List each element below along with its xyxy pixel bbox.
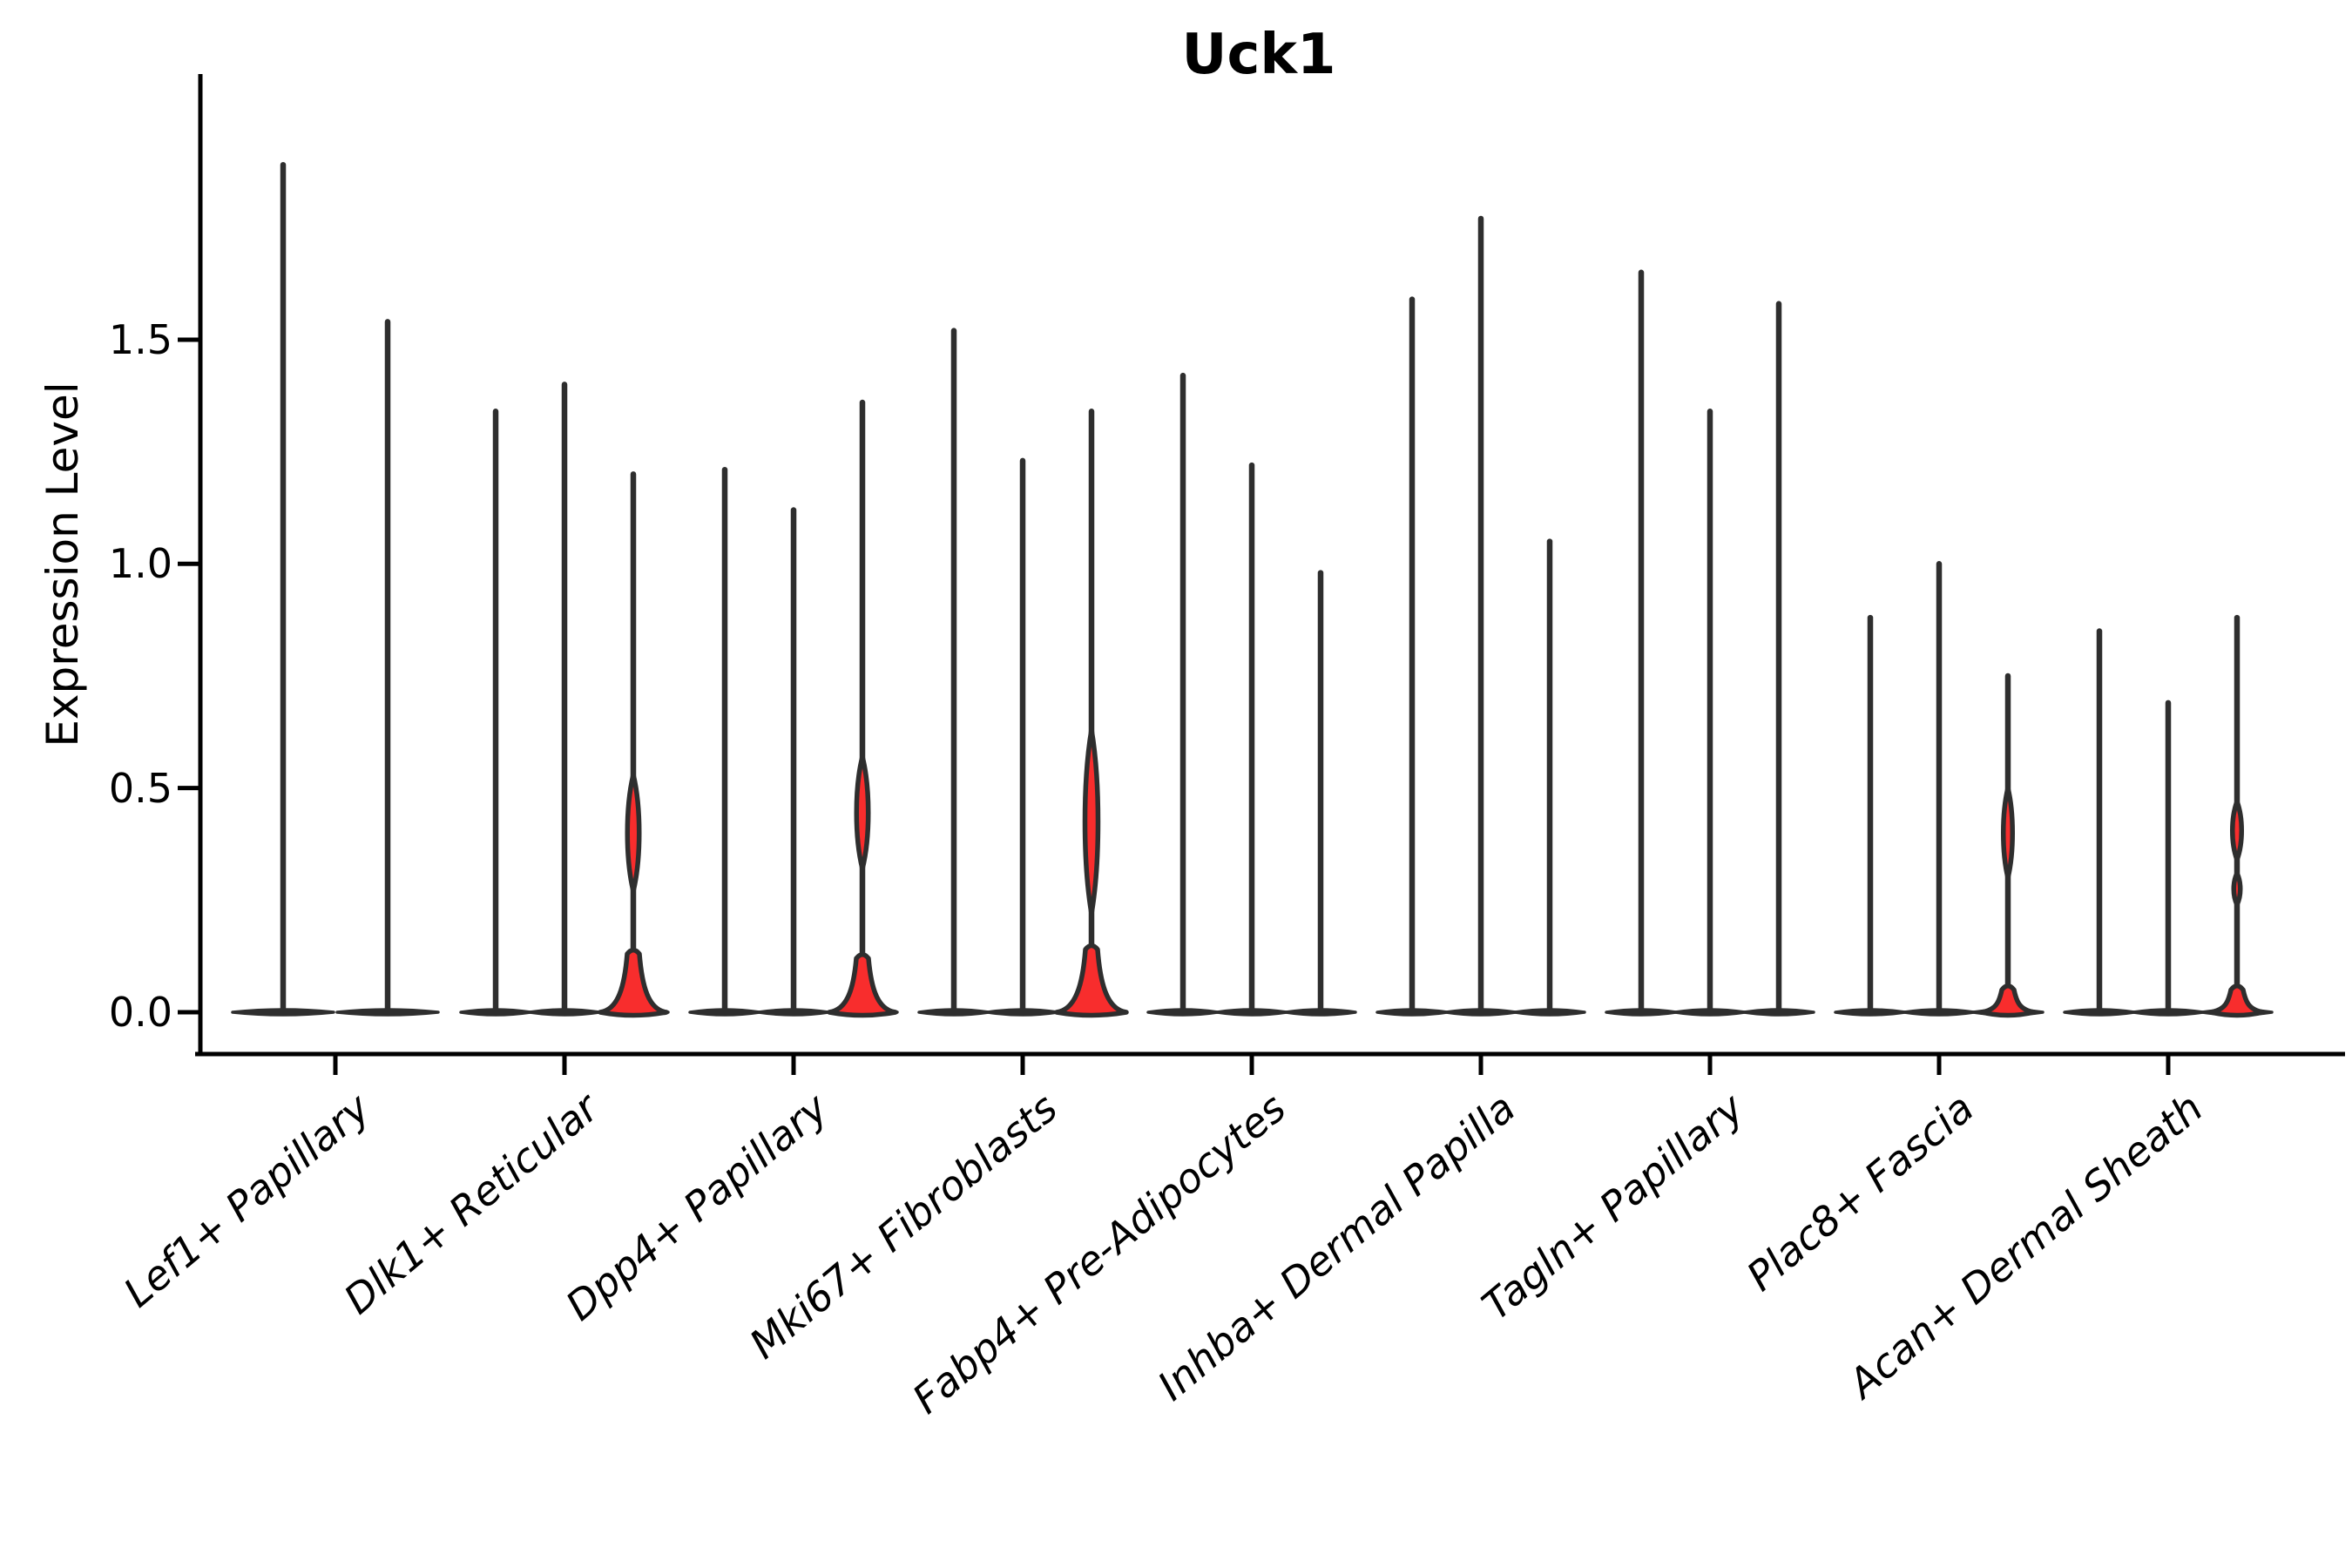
- violin-base: [1146, 1008, 1220, 1017]
- violin-body-bulge: [2231, 870, 2243, 908]
- violin-base: [1742, 1008, 1815, 1017]
- violin-base: [757, 1008, 830, 1017]
- y-tick-label: 1.5: [108, 315, 172, 363]
- violin-body-bell: [2208, 983, 2266, 1018]
- violin-base: [688, 1008, 761, 1017]
- violin-body-bulge: [2001, 785, 2015, 881]
- violin-body-bulge: [854, 754, 871, 872]
- violin-base: [2132, 1008, 2205, 1017]
- violin-base: [917, 1008, 990, 1017]
- violin-body-bell: [1979, 983, 2037, 1018]
- violin-body-bulge: [2230, 799, 2244, 862]
- violin-base: [459, 1008, 532, 1017]
- violin-base: [1903, 1008, 1976, 1017]
- violin-body-bulge: [1082, 727, 1101, 916]
- y-tick-label: 0.5: [108, 764, 172, 812]
- violin-base: [528, 1008, 601, 1017]
- violin-base: [1513, 1008, 1586, 1017]
- violin-base: [1444, 1008, 1517, 1017]
- violin-body-bell: [598, 947, 669, 1018]
- violin-body-bell: [827, 952, 898, 1018]
- violin-body-bulge: [625, 772, 642, 894]
- violin-base: [1375, 1008, 1449, 1017]
- violin-base: [1834, 1008, 1907, 1017]
- violin-base: [1284, 1008, 1357, 1017]
- violin-base: [2063, 1008, 2136, 1017]
- y-tick-label: 0.0: [108, 989, 172, 1036]
- y-tick-label: 1.0: [108, 540, 172, 588]
- chart-title: Uck1: [1181, 23, 1336, 87]
- violin-body-bell: [1054, 943, 1129, 1018]
- violin-base: [1605, 1008, 1678, 1017]
- violin-base: [335, 1008, 440, 1017]
- violin-base: [231, 1008, 335, 1017]
- violin-base: [1215, 1008, 1288, 1017]
- violin-base: [986, 1008, 1059, 1017]
- violin-base: [1673, 1008, 1747, 1017]
